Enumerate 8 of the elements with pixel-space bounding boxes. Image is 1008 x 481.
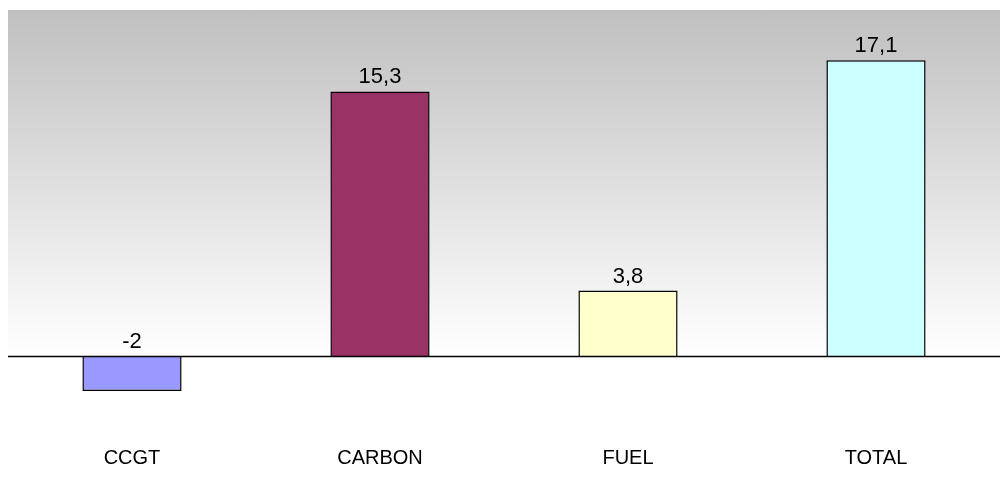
x-tick-label: CARBON (337, 445, 423, 468)
x-tick-label: TOTAL (844, 445, 908, 468)
data-label: 17,1 (854, 32, 898, 58)
data-label: 15,3 (358, 63, 402, 89)
x-tick-label: CCGT (103, 445, 161, 468)
x-tick-label: FUEL (602, 445, 654, 468)
data-label: 3,8 (612, 262, 644, 288)
data-label: -2 (122, 328, 142, 354)
